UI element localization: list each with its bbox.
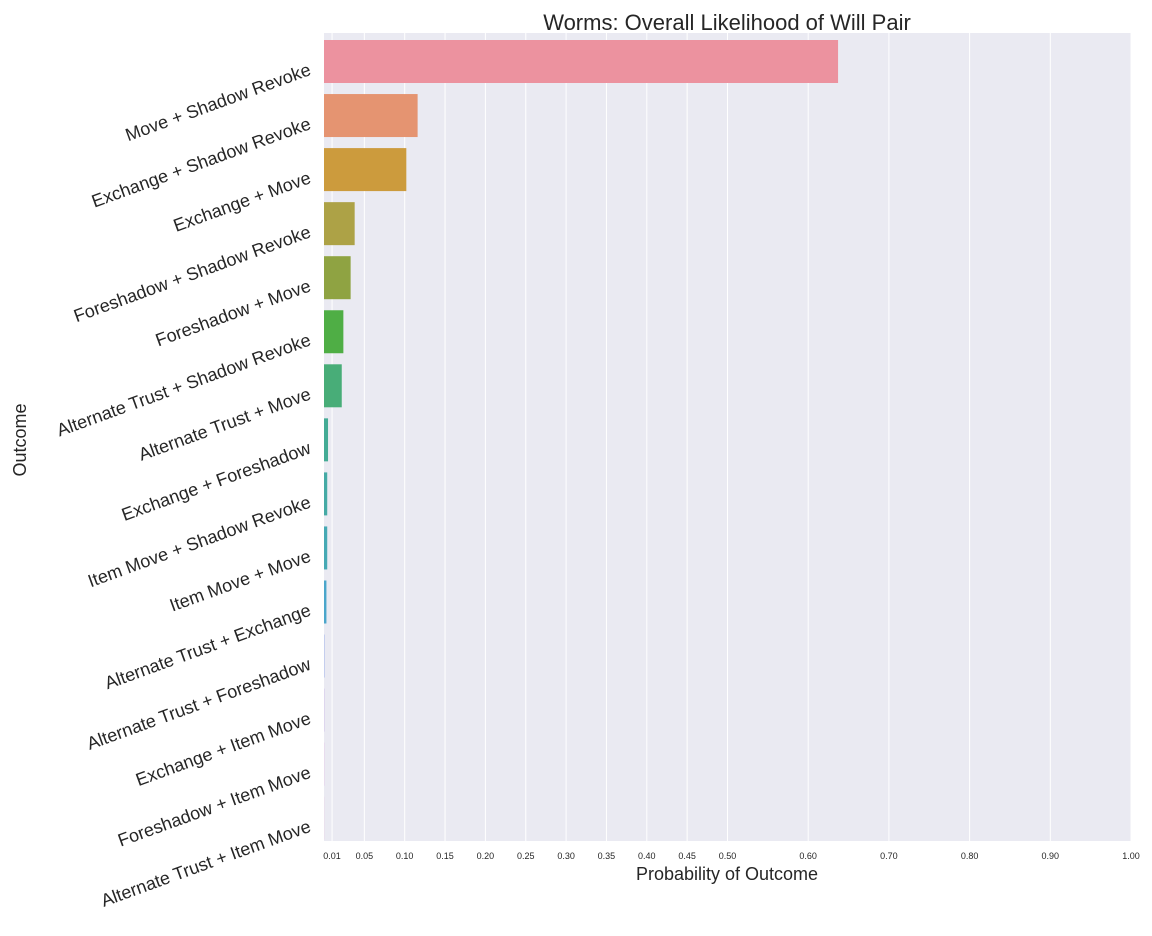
bar [324,526,328,570]
bar [324,472,328,516]
y-axis-label: Outcome [10,403,30,476]
x-tick-label: 0.90 [1042,851,1060,861]
bar [324,580,327,624]
x-tick-label: 1.00 [1122,851,1140,861]
x-tick-labels: 0.01 0.05 0.10 0.15 0.20 0.25 0.30 0.35 0.40 0.45… [323,851,1139,861]
x-tick-label: 0.80 [961,851,979,861]
bar [324,364,342,408]
bar [324,40,839,83]
bar [324,418,329,462]
x-tick-label: 0.10 [396,851,414,861]
bar [324,148,407,192]
y-category-label: Exchange + Move [171,168,314,236]
x-tick-label: 0.05 [356,851,374,861]
x-tick-label: 0.40 [638,851,656,861]
bar [324,310,344,354]
x-tick-label: 0.30 [557,851,575,861]
y-category-label: Alternate Trust + Shadow Revoke [54,330,313,441]
x-tick-label: 0.15 [436,851,454,861]
bar [324,94,418,138]
x-tick-label: 0.50 [719,851,737,861]
x-tick-label: 0.20 [477,851,495,861]
bar [324,256,351,300]
x-axis-label: Probability of Outcome [636,864,818,884]
x-tick-label: 0.45 [678,851,696,861]
y-category-label: Foreshadow + Shadow Revoke [71,222,313,327]
x-tick-label: 0.01 [323,851,341,861]
bars [324,40,839,840]
x-tick-label: 0.25 [517,851,535,861]
x-tick-label: 0.70 [880,851,898,861]
chart-title: Worms: Overall Likelihood of Will Pair [543,10,911,35]
x-tick-label: 0.60 [799,851,817,861]
bar [324,202,355,246]
x-tick-label: 0.35 [598,851,616,861]
